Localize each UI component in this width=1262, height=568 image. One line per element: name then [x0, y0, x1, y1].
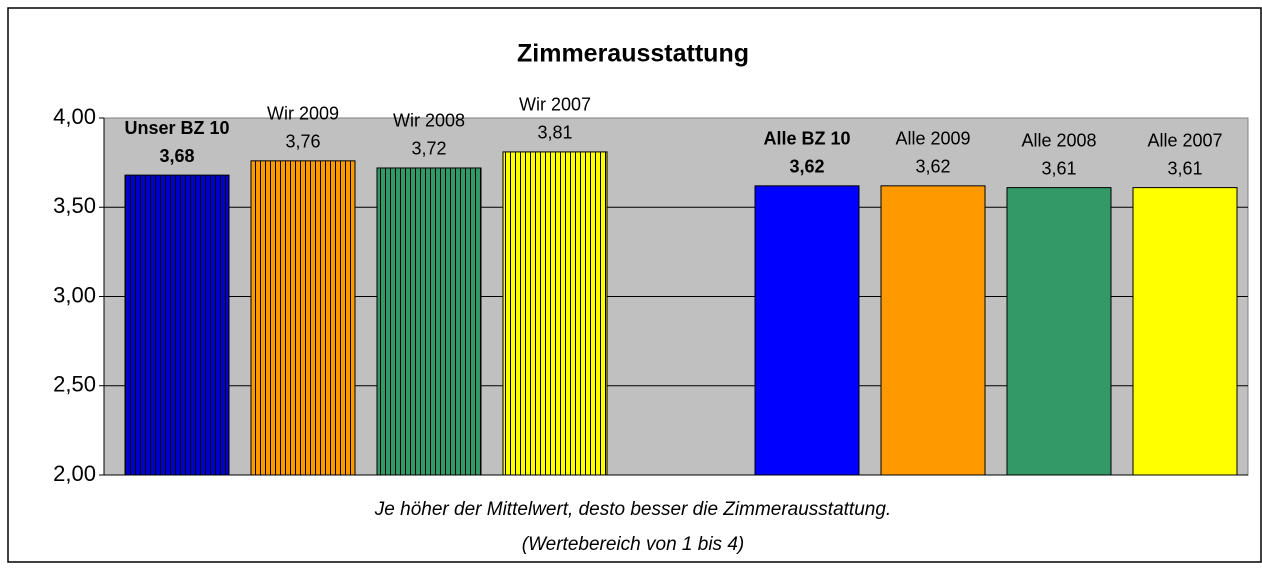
y-tick-label: 2,50: [53, 372, 96, 397]
y-tick-label: 3,00: [53, 282, 96, 307]
bar: [1006, 187, 1112, 476]
data-label: 3,61: [1167, 158, 1202, 178]
annotation: (Wertebereich von 1 bis 4): [522, 534, 744, 555]
bar: [880, 185, 986, 476]
data-label: 3,68: [159, 146, 194, 166]
bar: [1132, 187, 1238, 476]
bar: [502, 151, 608, 476]
y-tick-label: 2,00: [53, 461, 96, 486]
data-label: 3,62: [915, 157, 950, 177]
bar: [250, 160, 356, 476]
data-label: 3,76: [285, 132, 320, 152]
category-label: Wir 2007: [519, 95, 591, 115]
data-label: 3,61: [1041, 158, 1076, 178]
category-label: Wir 2009: [267, 104, 339, 124]
category-label: Alle 2007: [1147, 130, 1222, 150]
category-label: Unser BZ 10: [124, 118, 229, 138]
category-label: Alle BZ 10: [763, 129, 850, 149]
y-tick-label: 4,00: [53, 104, 96, 129]
bar: [376, 167, 482, 476]
data-label: 3,81: [537, 123, 572, 143]
annotation: Je höher der Mittelwert, desto besser di…: [374, 499, 891, 520]
category-label: Alle 2008: [1021, 130, 1096, 150]
category-label: Wir 2008: [393, 111, 465, 131]
y-tick-label: 3,50: [53, 193, 96, 218]
data-label: 3,62: [789, 157, 824, 177]
data-label: 3,72: [411, 139, 446, 159]
chart-title: Zimmerausstattung: [517, 40, 749, 68]
bar: [124, 174, 230, 476]
category-label: Alle 2009: [895, 129, 970, 149]
bar: [754, 185, 860, 476]
